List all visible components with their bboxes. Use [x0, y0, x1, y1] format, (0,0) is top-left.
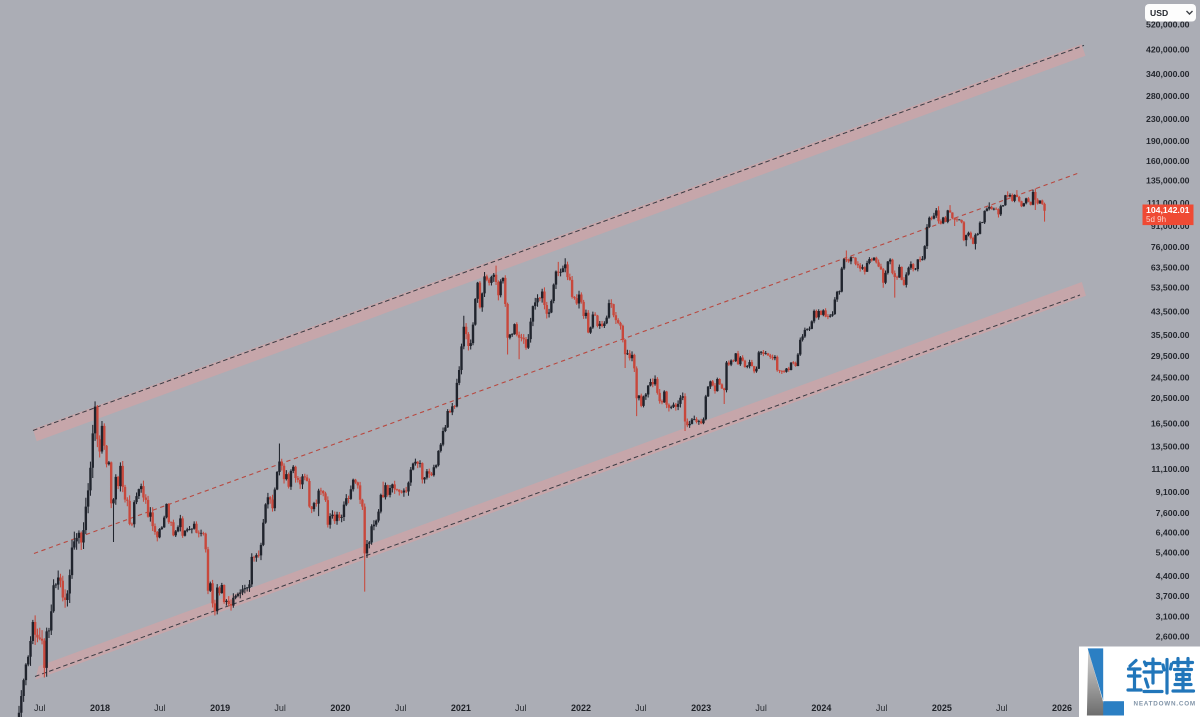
svg-text:135,000.00: 135,000.00 — [1146, 176, 1190, 186]
svg-text:Jul: Jul — [154, 703, 166, 713]
svg-text:Jul: Jul — [876, 703, 888, 713]
svg-text:NEATDOWN.COM: NEATDOWN.COM — [1134, 701, 1196, 708]
svg-text:Jul: Jul — [34, 703, 46, 713]
svg-text:76,000.00: 76,000.00 — [1151, 242, 1190, 252]
svg-text:Jul: Jul — [395, 703, 407, 713]
svg-text:43,500.00: 43,500.00 — [1151, 306, 1190, 316]
svg-text:111,000.00: 111,000.00 — [1147, 198, 1190, 208]
svg-text:2024: 2024 — [811, 703, 831, 713]
svg-text:Jul: Jul — [996, 703, 1008, 713]
svg-text:USD: USD — [1150, 8, 1168, 18]
svg-text:2021: 2021 — [451, 703, 471, 713]
svg-text:2018: 2018 — [90, 703, 110, 713]
svg-text:Jul: Jul — [635, 703, 647, 713]
svg-text:4,400.00: 4,400.00 — [1156, 571, 1190, 581]
svg-text:2020: 2020 — [330, 703, 350, 713]
svg-text:91,000.00: 91,000.00 — [1151, 221, 1190, 231]
svg-text:160,000.00: 160,000.00 — [1146, 156, 1190, 166]
svg-text:3,700.00: 3,700.00 — [1156, 591, 1190, 601]
svg-text:Jul: Jul — [755, 703, 767, 713]
svg-text:5d 9h: 5d 9h — [1146, 215, 1166, 224]
svg-text:104,142.01: 104,142.01 — [1146, 205, 1190, 215]
svg-text:7,600.00: 7,600.00 — [1156, 508, 1190, 518]
svg-text:13,500.00: 13,500.00 — [1151, 441, 1190, 451]
svg-text:9,100.00: 9,100.00 — [1156, 487, 1190, 497]
svg-text:2,600.00: 2,600.00 — [1156, 632, 1190, 642]
svg-text:53,500.00: 53,500.00 — [1151, 282, 1190, 292]
svg-text:280,000.00: 280,000.00 — [1146, 91, 1190, 101]
svg-text:Jul: Jul — [515, 703, 527, 713]
svg-text:35,500.00: 35,500.00 — [1151, 330, 1190, 340]
svg-text:63,500.00: 63,500.00 — [1151, 263, 1190, 273]
svg-text:2022: 2022 — [571, 703, 591, 713]
svg-text:520,000.00: 520,000.00 — [1146, 20, 1190, 30]
svg-text:16,500.00: 16,500.00 — [1151, 418, 1190, 428]
svg-text:230,000.00: 230,000.00 — [1146, 114, 1190, 124]
svg-text:29,500.00: 29,500.00 — [1151, 351, 1190, 361]
svg-text:420,000.00: 420,000.00 — [1146, 44, 1190, 54]
svg-text:340,000.00: 340,000.00 — [1146, 69, 1190, 79]
svg-text:24,500.00: 24,500.00 — [1151, 373, 1190, 383]
svg-text:2023: 2023 — [691, 703, 711, 713]
svg-text:Jul: Jul — [274, 703, 286, 713]
svg-text:2025: 2025 — [932, 703, 952, 713]
svg-text:190,000.00: 190,000.00 — [1146, 136, 1190, 146]
svg-text:5,400.00: 5,400.00 — [1156, 547, 1190, 557]
svg-text:20,500.00: 20,500.00 — [1151, 393, 1190, 403]
svg-text:6,400.00: 6,400.00 — [1156, 528, 1190, 538]
svg-text:11,100.00: 11,100.00 — [1151, 464, 1189, 474]
svg-text:2019: 2019 — [210, 703, 230, 713]
svg-text:2026: 2026 — [1052, 703, 1072, 713]
svg-text:3,100.00: 3,100.00 — [1156, 611, 1190, 621]
